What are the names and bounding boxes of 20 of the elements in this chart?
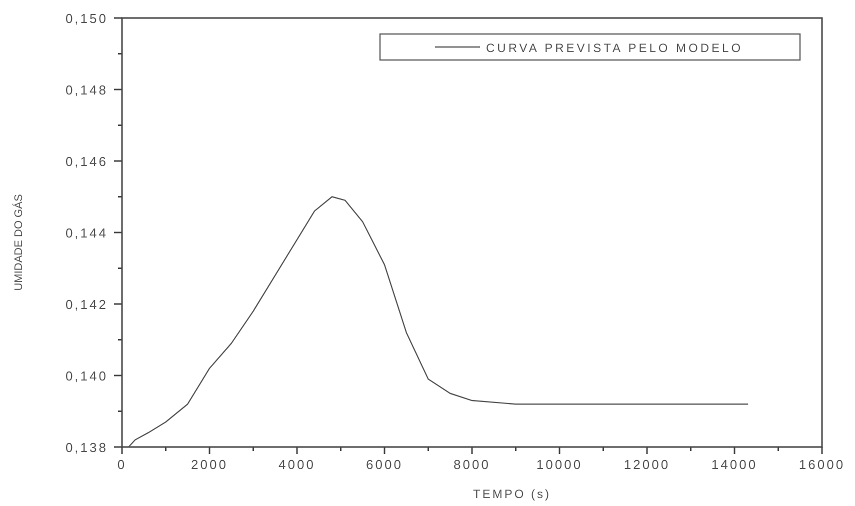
legend-label: CURVA PREVISTA PELO MODELO [486,41,744,55]
y-axis-title: UMIDADE DO GÁS [12,194,25,291]
x-tick-label: 10000 [536,457,583,472]
line-series [128,196,748,448]
x-tick-label: 6000 [366,457,403,472]
x-tick-label: 16000 [798,457,846,472]
x-axis-title: TEMPO (s) [473,487,551,501]
y-tick-label: 0,138 [65,440,108,455]
x-tick-label: 12000 [624,457,670,472]
x-tick-label: 2000 [191,457,228,472]
y-tick-label: 0,140 [65,368,108,384]
x-tick-label: 14000 [711,457,758,472]
y-tick-label: 0,148 [65,82,108,98]
y-tick-label: 0,142 [65,297,108,312]
x-tick-label: 0 [117,457,127,472]
y-tick-label: 0,150 [65,11,108,26]
y-tick-label: 0,146 [65,154,108,169]
y-tick-label: 0,144 [65,226,108,240]
x-tick-label: 8000 [454,457,490,472]
x-tick-label: 4000 [278,457,316,472]
